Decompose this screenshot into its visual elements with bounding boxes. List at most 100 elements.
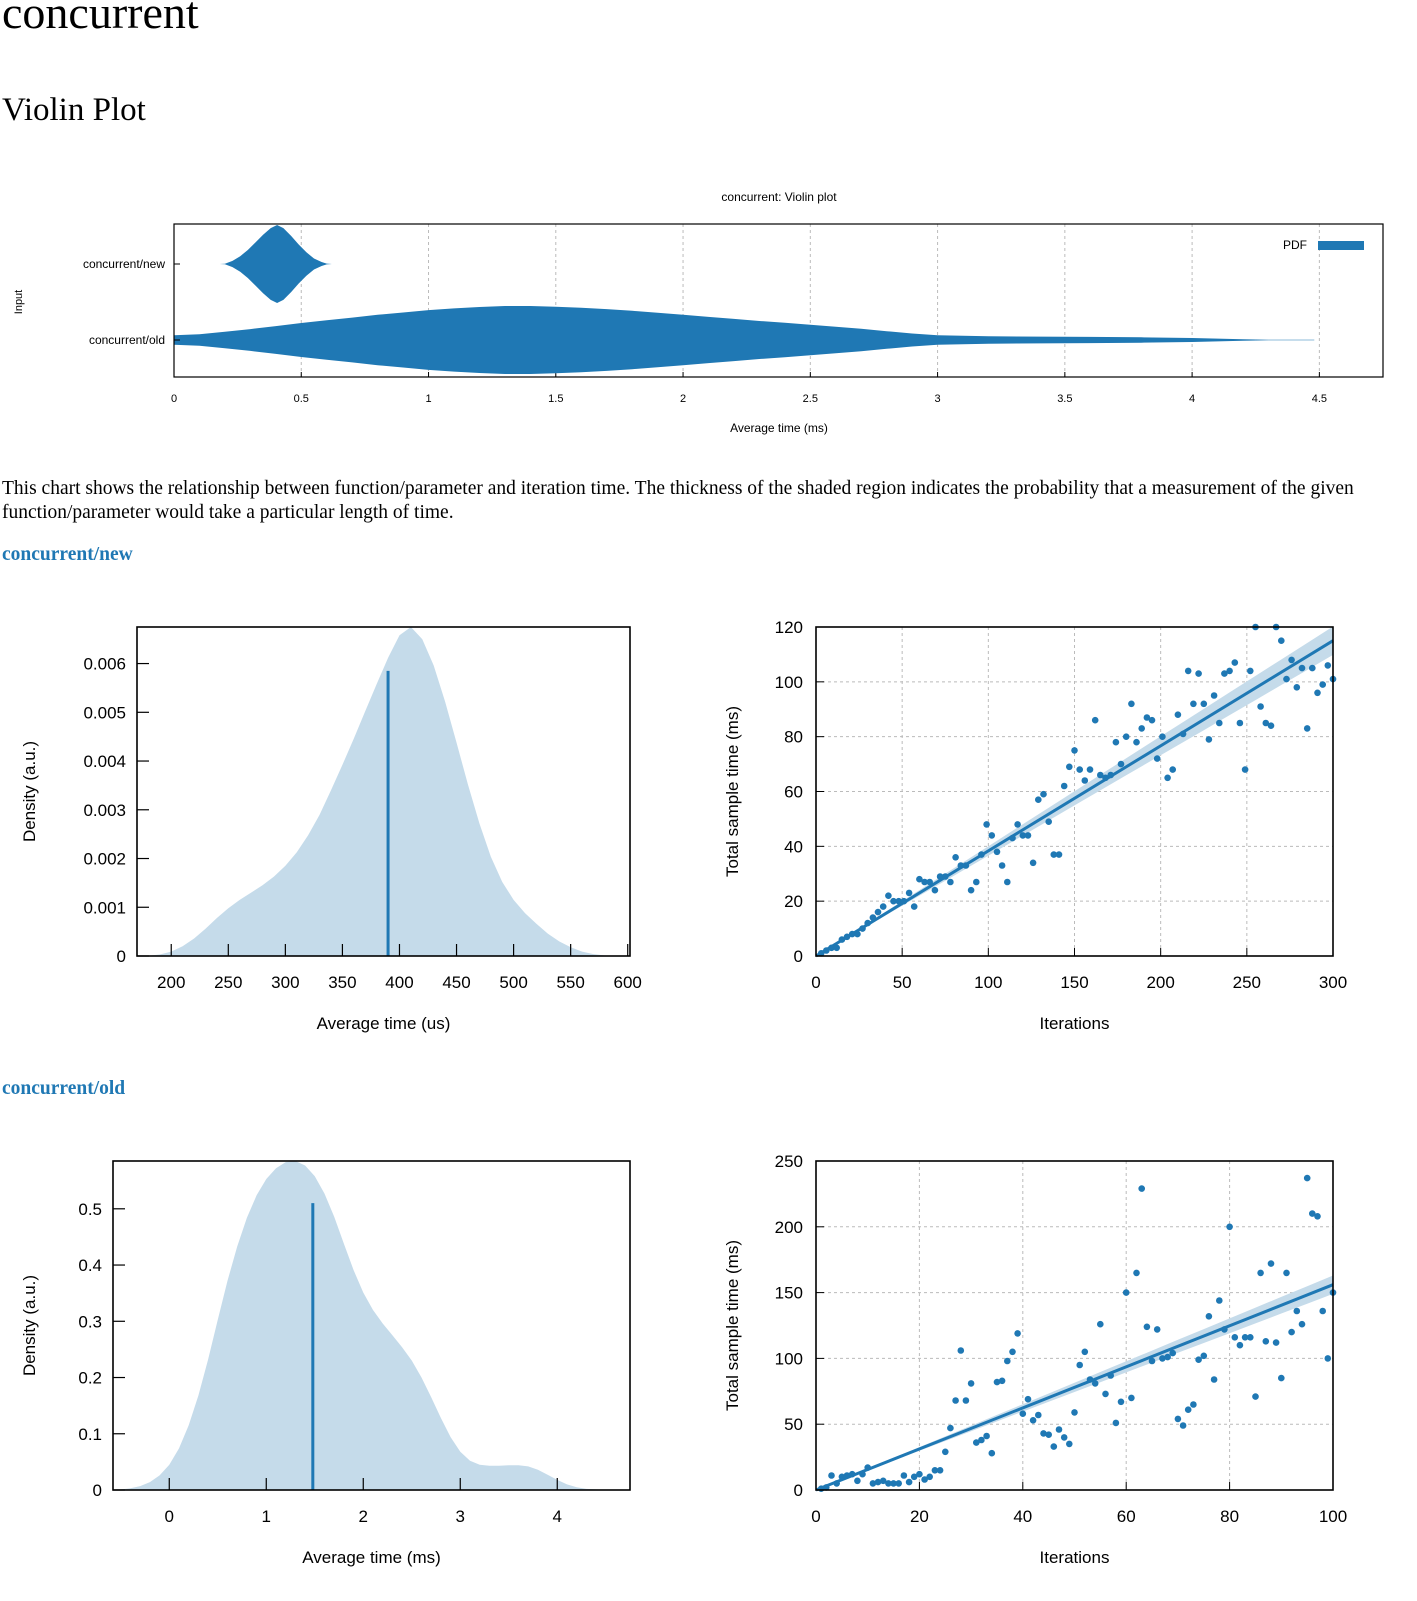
reg-y-tick-label: 60 [784, 783, 803, 802]
sample-point [1288, 1328, 1295, 1336]
section-link-old[interactable]: concurrent/old [2, 1078, 126, 1099]
sample-point [1024, 1395, 1032, 1403]
sample-point [988, 1449, 996, 1457]
sample-point [1004, 1357, 1011, 1365]
sample-point [1024, 832, 1032, 839]
sample-point [854, 930, 861, 938]
pdf-frame [112, 1160, 631, 1491]
pdf-x-axis-label: Average time (ms) [302, 1548, 441, 1567]
violin-x-tick-label: 1 [425, 393, 431, 405]
sample-point [1035, 796, 1042, 803]
sample-point [1128, 1394, 1135, 1402]
sample-point [942, 1448, 949, 1456]
reg-y-tick-label: 150 [775, 1284, 803, 1303]
reg-x-axis-label: Iterations [1040, 1014, 1110, 1033]
sample-point [921, 878, 928, 886]
sample-point [1159, 733, 1166, 740]
sample-point [926, 878, 933, 886]
pdf-y-tick-label: 0.001 [83, 898, 126, 917]
sample-point [1184, 667, 1192, 675]
fit-line [815, 1283, 1334, 1492]
reg-y-tick-label: 40 [784, 837, 803, 856]
sample-point [1097, 1320, 1104, 1328]
sample-point [1004, 878, 1011, 886]
sample-point [1029, 1417, 1037, 1424]
violin-x-tick-label: 2 [680, 393, 686, 405]
sample-point [1319, 681, 1326, 688]
sample-point [879, 1477, 887, 1485]
section-link-new[interactable]: concurrent/new [2, 544, 133, 565]
sample-point [1045, 818, 1052, 825]
sample-point [973, 1439, 980, 1446]
sample-point [1309, 664, 1316, 672]
reg-x-tick-label: 100 [974, 973, 1002, 992]
sample-point [962, 862, 970, 869]
sample-point [1112, 1419, 1120, 1427]
pdf-frame [136, 626, 631, 957]
sample-point [1226, 1223, 1233, 1231]
sample-point [1190, 700, 1197, 708]
pdf-y-tick-label: 0.005 [83, 703, 126, 722]
sample-point [1283, 675, 1290, 683]
sample-point [823, 1484, 830, 1491]
sample-point [1066, 763, 1073, 771]
sample-point [967, 886, 975, 894]
sample-point [833, 944, 840, 952]
reg-frame [815, 1160, 1334, 1491]
sample-point [874, 908, 882, 916]
sample-point [931, 886, 939, 894]
sample-point [1267, 1260, 1275, 1267]
pdf-x-tick-label: 250 [214, 973, 242, 992]
reg-y-tick-label: 100 [775, 1349, 803, 1368]
violin-category-label: concurrent/new [83, 257, 165, 271]
reg-x-tick-label: 300 [1319, 973, 1347, 992]
confidence-band [816, 1275, 1333, 1490]
sample-point [1040, 790, 1047, 798]
sample-point [1014, 1330, 1021, 1337]
pdf-y-tick-label: 0.5 [78, 1200, 102, 1219]
reg-y-tick-label: 50 [784, 1415, 803, 1434]
reg-x-tick-label: 40 [1013, 1507, 1032, 1526]
sample-point [1262, 1338, 1270, 1345]
sample-point [895, 897, 902, 905]
sample-point [828, 944, 835, 952]
sample-point [1288, 656, 1295, 664]
sample-point [1029, 859, 1037, 867]
sample-point [885, 892, 892, 899]
sample-point [1086, 766, 1094, 773]
sample-point [900, 1472, 908, 1479]
reg-x-tick-label: 80 [1220, 1507, 1239, 1526]
sample-point [1272, 1339, 1280, 1346]
pdf-x-tick-label: 1 [262, 1507, 271, 1526]
section-title-violin: Violin Plot [2, 92, 146, 128]
sample-point [1086, 1376, 1094, 1383]
sample-point [1081, 1348, 1089, 1356]
new-regression-chart: 0 50 100 150 200 250 300 0 20 40 60 80 100 120 Iterati… [723, 618, 1347, 1033]
pdf-x-tick-label: 300 [271, 973, 299, 992]
sample-point [1102, 774, 1109, 782]
reg-x-axis-label: Iterations [1040, 1548, 1110, 1567]
violin-y-axis-label: Input [13, 290, 25, 314]
sample-point [1241, 766, 1249, 773]
sample-point [890, 1480, 897, 1487]
violin-x-tick-label: 0.5 [294, 393, 309, 405]
sample-point [1247, 1334, 1254, 1341]
reg-x-tick-label: 0 [811, 973, 820, 992]
violin-x-axis-label: Average time (ms) [730, 421, 828, 435]
sample-point [1117, 760, 1125, 768]
reg-y-tick-label: 250 [775, 1152, 803, 1171]
sample-point [1210, 692, 1218, 699]
sample-point [1241, 1334, 1249, 1341]
reg-x-tick-label: 150 [1060, 973, 1088, 992]
reg-y-tick-label: 20 [784, 892, 803, 911]
page-title: concurrent [2, 0, 199, 38]
sample-point [1179, 1422, 1187, 1429]
sample-point [1060, 1434, 1068, 1441]
sample-point [1091, 1380, 1099, 1387]
sample-point [848, 930, 856, 938]
sample-point [1298, 664, 1306, 672]
sample-point [874, 1478, 882, 1486]
reg-y-axis-label: Total sample time (ms) [723, 706, 742, 877]
sample-point [864, 1464, 871, 1471]
sample-point [885, 1480, 892, 1487]
